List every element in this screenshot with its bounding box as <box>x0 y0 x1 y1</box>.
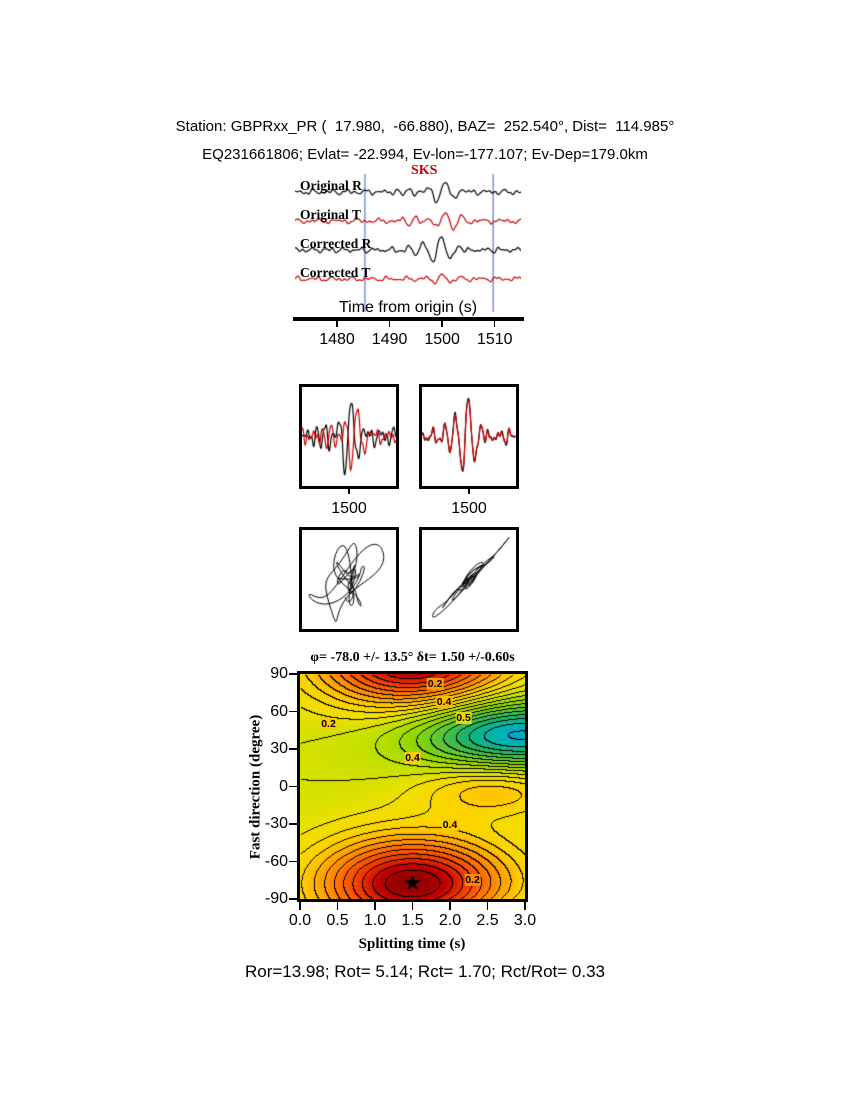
event-header: EQ231661806; Evlat= -22.994, Ev-lon=-177… <box>202 146 648 163</box>
phase-label-sks: SKS <box>411 163 438 178</box>
fast-direction-tick-label: 90 <box>270 665 288 682</box>
y-axis-label: Fast direction (degree) <box>247 714 264 860</box>
zoom-original-canvas <box>302 387 396 486</box>
contour-annotation: 0.2 <box>320 717 337 731</box>
contour-annotation: 0.5 <box>455 711 472 724</box>
fast-direction-tick <box>289 860 297 863</box>
misfit-contour-canvas <box>300 674 525 899</box>
zoom-tick-label-corrected: 1500 <box>451 500 487 517</box>
contour-annotation: 0.4 <box>404 751 421 764</box>
time-axis-tick-label: 1500 <box>424 331 460 348</box>
waveform-zoom-box-corrected <box>419 384 519 489</box>
splitting-time-tick <box>374 902 376 910</box>
fast-direction-tick <box>289 785 297 788</box>
time-axis-tick <box>336 321 338 327</box>
contour-annotation: 0.4 <box>435 695 453 708</box>
time-axis-tick-label: 1480 <box>319 331 355 348</box>
splitting-time-tick-label: 2.5 <box>476 912 499 929</box>
waveform-zoom-box-original <box>299 384 399 489</box>
zoom-tick-label-original: 1500 <box>331 500 367 517</box>
splitting-time-tick <box>524 902 526 910</box>
station-header: Station: GBPRxx_PR ( 17.980, -66.880), B… <box>175 118 675 135</box>
time-axis-tick <box>493 321 496 327</box>
fast-direction-tick <box>289 710 297 713</box>
misfit-contour-frame: ★ 0.2 0.4 0.5 0.2 0.4 0.4 0.2 <box>297 671 528 902</box>
fast-direction-tick <box>289 748 297 750</box>
particle-motion-box-corrected <box>419 527 519 632</box>
contour-annotation: 0.2 <box>464 874 481 887</box>
particle-motion-box-original <box>299 527 399 632</box>
contour-annotation: 0.2 <box>426 677 444 691</box>
splitting-time-tick <box>336 902 339 910</box>
time-axis-tick-label: 1510 <box>476 331 513 348</box>
splitting-result-title: φ= -78.0 +/- 13.5° δt= 1.50 +/-0.60s <box>310 650 515 665</box>
splitting-time-tick <box>299 902 301 910</box>
splitting-time-tick <box>486 902 489 910</box>
x-axis-label: Splitting time (s) <box>358 936 466 952</box>
splitting-time-tick-label: 0.0 <box>288 912 312 929</box>
time-axis-line <box>293 317 524 321</box>
time-axis-tick <box>388 321 391 327</box>
contour-annotation: 0.4 <box>441 819 459 832</box>
particle-motion-corrected-canvas <box>422 530 516 629</box>
splitting-time-tick-label: 3.0 <box>513 912 537 929</box>
time-axis-tick <box>441 321 443 327</box>
particle-motion-original-canvas <box>302 530 396 629</box>
splitting-time-tick <box>411 902 414 910</box>
splitting-time-tick-label: 0.5 <box>326 912 349 929</box>
splitting-time-tick-label: 2.0 <box>438 912 462 929</box>
fast-direction-tick <box>289 898 297 900</box>
zoom-corrected-canvas <box>422 387 516 486</box>
splitting-time-tick <box>449 902 451 910</box>
time-axis-label: Time from origin (s) <box>338 299 478 316</box>
fast-direction-tick <box>289 673 297 675</box>
waveform-traces-canvas <box>295 168 521 318</box>
fast-direction-tick <box>289 823 297 825</box>
splitting-time-tick-label: 1.0 <box>363 912 387 929</box>
splitting-time-tick-label: 1.5 <box>401 912 424 929</box>
fast-direction-tick-label: -90 <box>264 890 288 907</box>
time-axis-tick-label: 1490 <box>371 331 408 348</box>
best-fit-star-marker: ★ <box>402 870 423 896</box>
energy-ratio-results: Ror=13.98; Rot= 5.14; Rct= 1.70; Rct/Rot… <box>244 962 606 981</box>
